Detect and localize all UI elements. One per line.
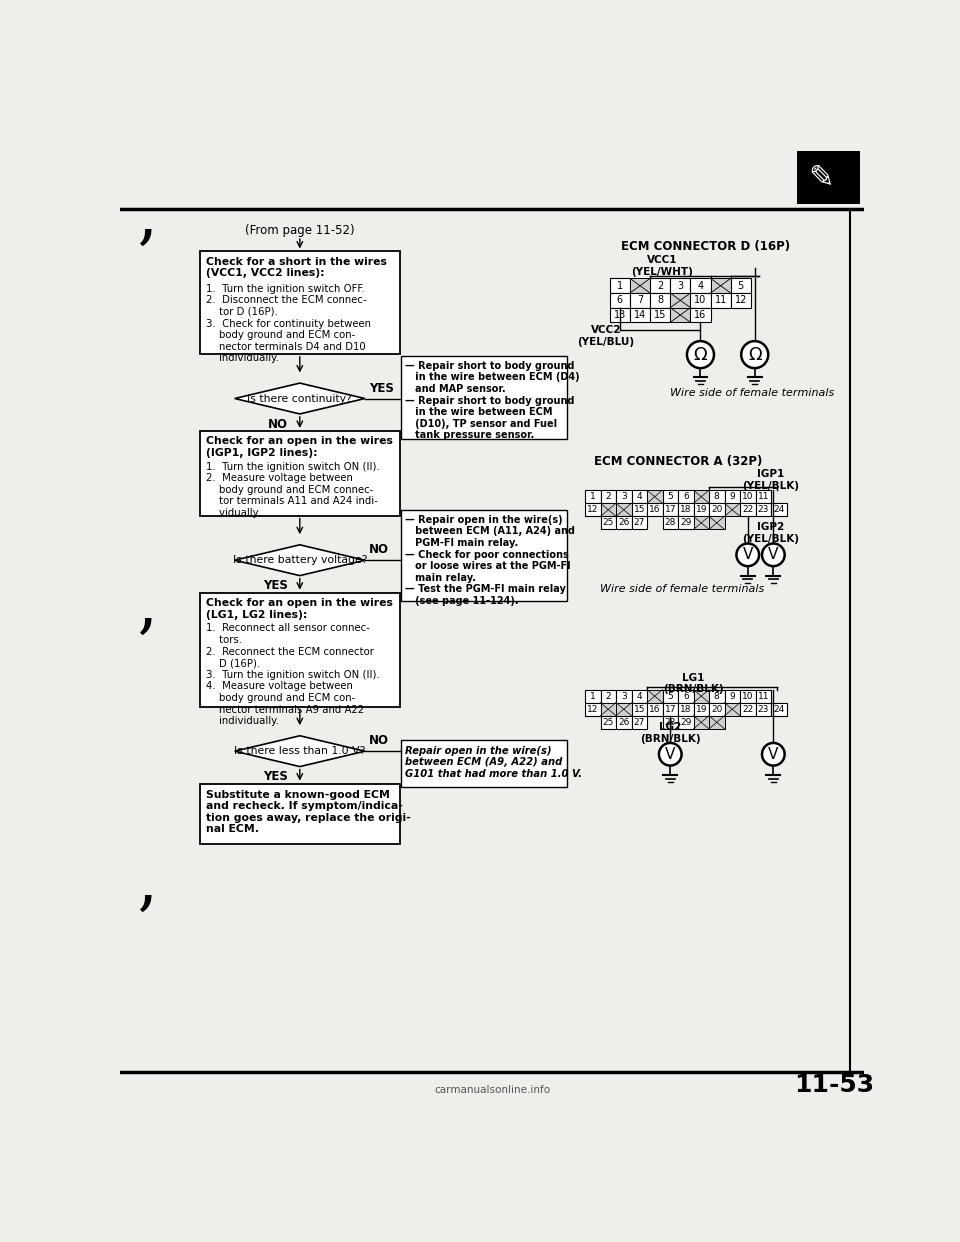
Text: 16: 16 [649, 704, 660, 714]
FancyBboxPatch shape [200, 431, 399, 515]
FancyBboxPatch shape [601, 715, 616, 729]
Text: 6: 6 [617, 296, 623, 306]
FancyBboxPatch shape [725, 503, 740, 517]
FancyBboxPatch shape [585, 503, 601, 517]
FancyBboxPatch shape [662, 517, 678, 529]
Text: 12: 12 [588, 505, 598, 514]
Text: 20: 20 [711, 704, 723, 714]
FancyBboxPatch shape [709, 517, 725, 529]
FancyBboxPatch shape [725, 689, 740, 703]
Text: 26: 26 [618, 518, 630, 528]
Text: V: V [743, 548, 753, 563]
Text: Repair open in the wire(s)
between ECM (A9, A22) and
G101 that had more than 1.0: Repair open in the wire(s) between ECM (… [405, 745, 582, 779]
FancyBboxPatch shape [630, 293, 650, 308]
Text: 19: 19 [695, 505, 707, 514]
FancyBboxPatch shape [709, 715, 725, 729]
FancyBboxPatch shape [601, 491, 616, 503]
Text: Is there less than 1.0 V?: Is there less than 1.0 V? [234, 746, 366, 756]
Text: ECM CONNECTOR A (32P): ECM CONNECTOR A (32P) [594, 456, 762, 468]
FancyBboxPatch shape [670, 308, 690, 322]
Text: YES: YES [263, 770, 288, 784]
FancyBboxPatch shape [616, 503, 632, 517]
Text: 17: 17 [664, 704, 676, 714]
FancyBboxPatch shape [756, 689, 771, 703]
FancyBboxPatch shape [616, 491, 632, 503]
FancyBboxPatch shape [616, 715, 632, 729]
FancyBboxPatch shape [647, 491, 662, 503]
Polygon shape [234, 545, 365, 575]
Text: 22: 22 [742, 704, 754, 714]
FancyBboxPatch shape [662, 715, 678, 729]
Text: Wire side of female terminals: Wire side of female terminals [601, 584, 765, 594]
FancyBboxPatch shape [771, 703, 786, 715]
Text: 1: 1 [617, 281, 623, 291]
Text: 15: 15 [634, 505, 645, 514]
Text: — Repair open in the wire(s)
   between ECM (A11, A24) and
   PGM-FI main relay.: — Repair open in the wire(s) between ECM… [405, 514, 575, 606]
Text: 10: 10 [742, 492, 754, 502]
FancyBboxPatch shape [601, 517, 616, 529]
Text: 5: 5 [737, 281, 744, 291]
Text: 9: 9 [730, 492, 735, 502]
FancyBboxPatch shape [740, 703, 756, 715]
Text: IGP1
(YEL/BLK): IGP1 (YEL/BLK) [742, 469, 800, 491]
Text: 11: 11 [714, 296, 727, 306]
Text: 12: 12 [734, 296, 747, 306]
FancyBboxPatch shape [610, 308, 630, 322]
FancyBboxPatch shape [200, 784, 399, 843]
Text: 12: 12 [588, 704, 598, 714]
FancyBboxPatch shape [693, 503, 709, 517]
Text: NO: NO [369, 543, 389, 556]
Text: V: V [768, 746, 779, 761]
Text: 29: 29 [680, 718, 691, 727]
Text: YES: YES [263, 580, 288, 592]
Text: Ω: Ω [748, 345, 761, 364]
FancyBboxPatch shape [601, 703, 616, 715]
FancyBboxPatch shape [678, 503, 693, 517]
Text: 22: 22 [742, 505, 754, 514]
Text: Is there continuity?: Is there continuity? [248, 394, 352, 404]
FancyBboxPatch shape [616, 517, 632, 529]
FancyBboxPatch shape [756, 503, 771, 517]
Text: 28: 28 [664, 518, 676, 528]
FancyBboxPatch shape [756, 491, 771, 503]
FancyBboxPatch shape [616, 689, 632, 703]
Text: VCC1
(YEL/WHT): VCC1 (YEL/WHT) [632, 256, 693, 277]
FancyBboxPatch shape [690, 308, 710, 322]
Text: 1.  Turn the ignition switch ON (II).
2.  Measure voltage between
    body groun: 1. Turn the ignition switch ON (II). 2. … [206, 462, 380, 518]
Text: LG2
(BRN/BLK): LG2 (BRN/BLK) [640, 722, 701, 744]
Text: 24: 24 [773, 704, 784, 714]
Text: ’: ’ [133, 227, 156, 294]
FancyBboxPatch shape [710, 278, 731, 293]
FancyBboxPatch shape [400, 356, 567, 440]
Text: 1.  Reconnect all sensor connec-
    tors.
2.  Reconnect the ECM connector
    D: 1. Reconnect all sensor connec- tors. 2.… [206, 623, 380, 727]
Text: 5: 5 [667, 692, 673, 700]
FancyBboxPatch shape [585, 689, 601, 703]
FancyBboxPatch shape [678, 517, 693, 529]
FancyBboxPatch shape [200, 592, 399, 707]
Text: 25: 25 [603, 718, 614, 727]
FancyBboxPatch shape [693, 689, 709, 703]
Text: 10: 10 [742, 692, 754, 700]
Text: Check for a short in the wires
(VCC1, VCC2 lines):: Check for a short in the wires (VCC1, VC… [206, 257, 387, 278]
Text: 27: 27 [634, 718, 645, 727]
Text: NO: NO [369, 734, 389, 748]
Text: 11-53: 11-53 [794, 1073, 875, 1097]
FancyBboxPatch shape [400, 740, 567, 787]
FancyBboxPatch shape [200, 251, 399, 354]
Text: 16: 16 [649, 505, 660, 514]
Text: — Repair short to body ground
   in the wire between ECM (D4)
   and MAP sensor.: — Repair short to body ground in the wir… [405, 360, 580, 441]
Text: 8: 8 [714, 692, 720, 700]
FancyBboxPatch shape [771, 503, 786, 517]
FancyBboxPatch shape [632, 503, 647, 517]
FancyBboxPatch shape [585, 703, 601, 715]
FancyBboxPatch shape [650, 278, 670, 293]
Text: 18: 18 [680, 505, 691, 514]
FancyBboxPatch shape [709, 689, 725, 703]
FancyBboxPatch shape [650, 308, 670, 322]
FancyBboxPatch shape [678, 491, 693, 503]
FancyBboxPatch shape [678, 703, 693, 715]
FancyBboxPatch shape [690, 278, 710, 293]
Text: V: V [768, 548, 779, 563]
FancyBboxPatch shape [601, 689, 616, 703]
Text: ’: ’ [133, 893, 156, 960]
